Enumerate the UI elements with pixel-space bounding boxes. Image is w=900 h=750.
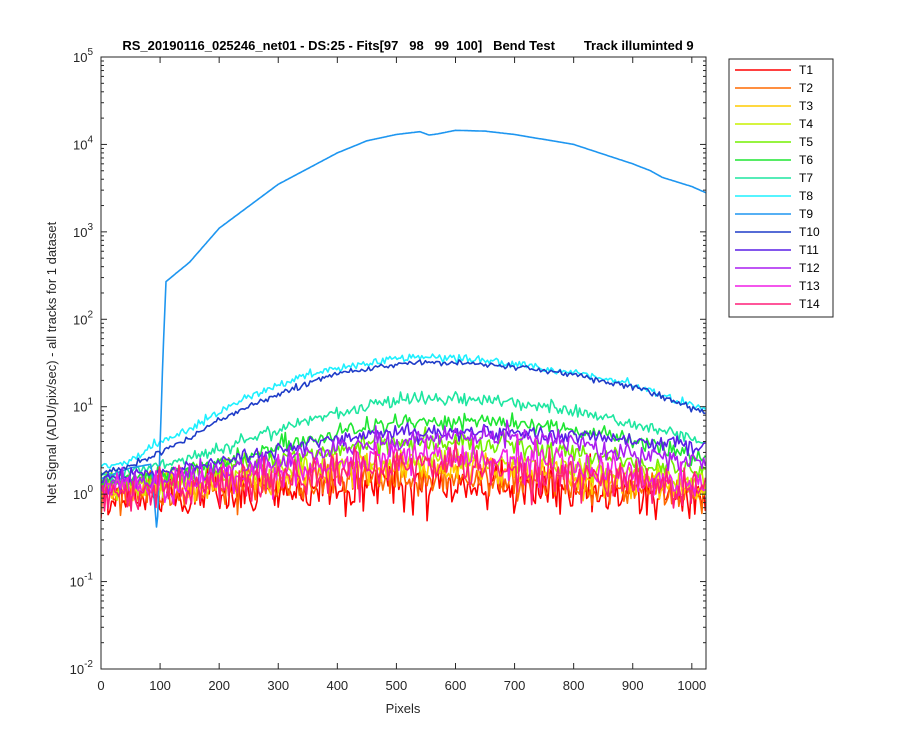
x-tick-label: 1000	[677, 678, 706, 693]
plot-lines	[101, 129, 706, 528]
legend-label-t2: T2	[799, 81, 813, 95]
y-tick-label: 103	[73, 222, 93, 240]
y-tick-label: 10-1	[70, 572, 94, 590]
y-tick-label: 104	[73, 134, 93, 152]
series-line-t10	[101, 359, 706, 477]
x-tick-label: 800	[563, 678, 585, 693]
y-tick-label: 101	[73, 397, 93, 415]
legend-label-t9: T9	[799, 207, 813, 221]
y-axis-label: Net Signal (ADU/pix/sec) - all tracks fo…	[44, 221, 59, 504]
x-axis-label: Pixels	[386, 701, 421, 716]
legend-box	[728, 58, 834, 318]
plot-axes	[100, 56, 707, 670]
legend-label-t7: T7	[799, 171, 813, 185]
legend-label-t13: T13	[799, 279, 820, 293]
x-tick-label: 0	[97, 678, 104, 693]
legend-label-t1: T1	[799, 63, 813, 77]
x-tick-label: 100	[149, 678, 171, 693]
series-line-t9	[101, 129, 706, 528]
x-tick-labels: 0 100 200 300 400 500 600 700 800 900 1000	[97, 678, 706, 693]
y-tick-label: 105	[73, 47, 93, 65]
legend-label-t6: T6	[799, 153, 813, 167]
legend-label-t4: T4	[799, 117, 813, 131]
legend-label-t14: T14	[799, 297, 820, 311]
legend-label-t10: T10	[799, 225, 820, 239]
legend-label-t8: T8	[799, 189, 813, 203]
plot-frame	[100, 56, 707, 670]
series-line-t8	[101, 353, 706, 469]
x-tick-label: 400	[326, 678, 348, 693]
x-tick-label: 300	[267, 678, 289, 693]
legend-label-t5: T5	[799, 135, 813, 149]
legend-label-t12: T12	[799, 261, 820, 275]
series-line-t13	[101, 433, 706, 505]
y-tick-label: 10-2	[70, 659, 94, 677]
x-tick-label: 200	[208, 678, 230, 693]
legend-label-t11: T11	[799, 243, 819, 257]
y-tick-labels: 10-2 10-1 100 101 102 103 104 105	[70, 47, 94, 677]
x-tick-label: 700	[504, 678, 526, 693]
series-line-t7	[101, 390, 706, 483]
legend-label-t3: T3	[799, 99, 813, 113]
x-tick-label: 600	[445, 678, 467, 693]
legend: T1 T2 T3 T4 T5 T6 T7 T8 T9 T10 T11 T12 T13 T14	[728, 58, 834, 318]
x-tick-label: 500	[386, 678, 408, 693]
y-tick-label: 100	[73, 484, 93, 502]
chart-title: RS_20190116_025246_net01 - DS:25 - Fits[…	[122, 38, 693, 53]
x-tick-label: 900	[622, 678, 644, 693]
series-line-t14	[101, 439, 706, 512]
y-tick-label: 102	[73, 309, 93, 327]
